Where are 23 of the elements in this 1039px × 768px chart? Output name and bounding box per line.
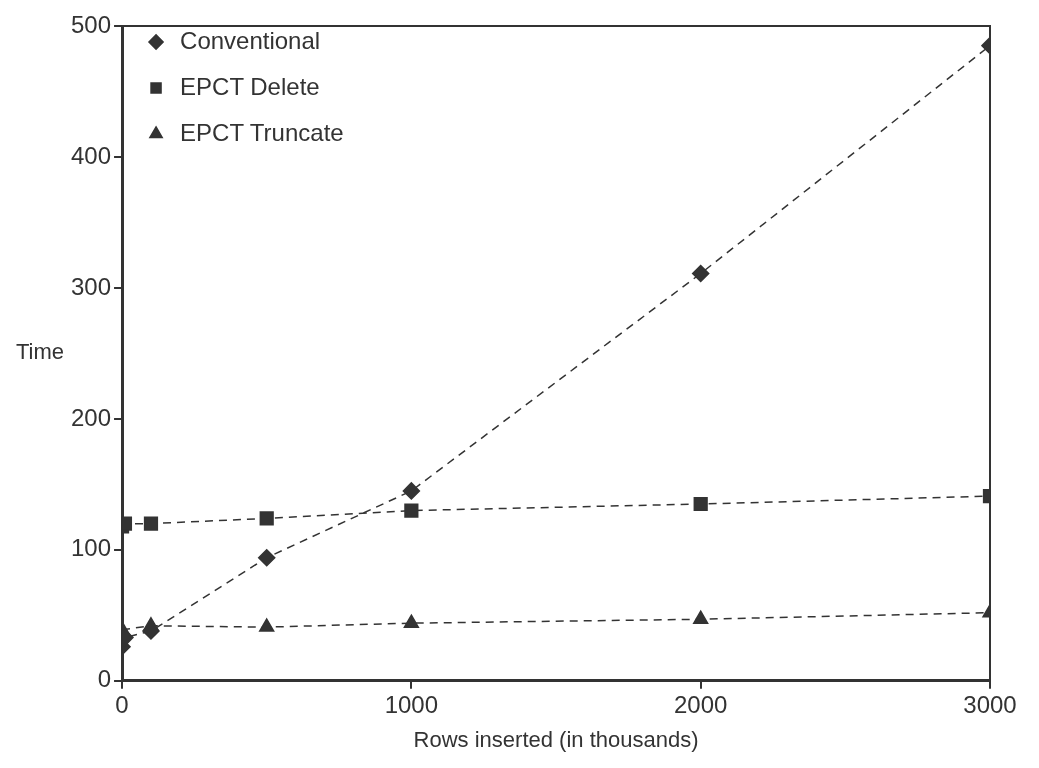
x-tick-label: 1000 bbox=[384, 690, 439, 718]
point bbox=[693, 496, 708, 512]
point bbox=[404, 503, 419, 518]
point bbox=[402, 482, 421, 500]
point bbox=[259, 511, 274, 526]
legend-label: EPCT Truncate bbox=[180, 118, 344, 146]
y-tick-label: 0 bbox=[97, 665, 112, 693]
point bbox=[691, 264, 710, 283]
point bbox=[259, 618, 275, 632]
y-tick-label: 300 bbox=[71, 272, 112, 300]
legend-label: Conventional bbox=[180, 26, 321, 54]
x-tick-label: 2000 bbox=[673, 690, 728, 718]
y-tick-label: 100 bbox=[71, 534, 112, 562]
point bbox=[257, 548, 276, 567]
x-tick-label: 3000 bbox=[963, 690, 1017, 718]
y-tick-label: 200 bbox=[71, 403, 112, 431]
y-axis-title: Time bbox=[16, 339, 65, 365]
y-tick-label: 400 bbox=[71, 141, 112, 169]
legend-label: EPCT Delete bbox=[180, 72, 320, 100]
x-axis-title: Rows inserted (in thousands) bbox=[413, 726, 699, 752]
point bbox=[403, 614, 420, 628]
x-tick-label: 0 bbox=[115, 690, 129, 718]
y-tick-label: 500 bbox=[71, 10, 112, 38]
